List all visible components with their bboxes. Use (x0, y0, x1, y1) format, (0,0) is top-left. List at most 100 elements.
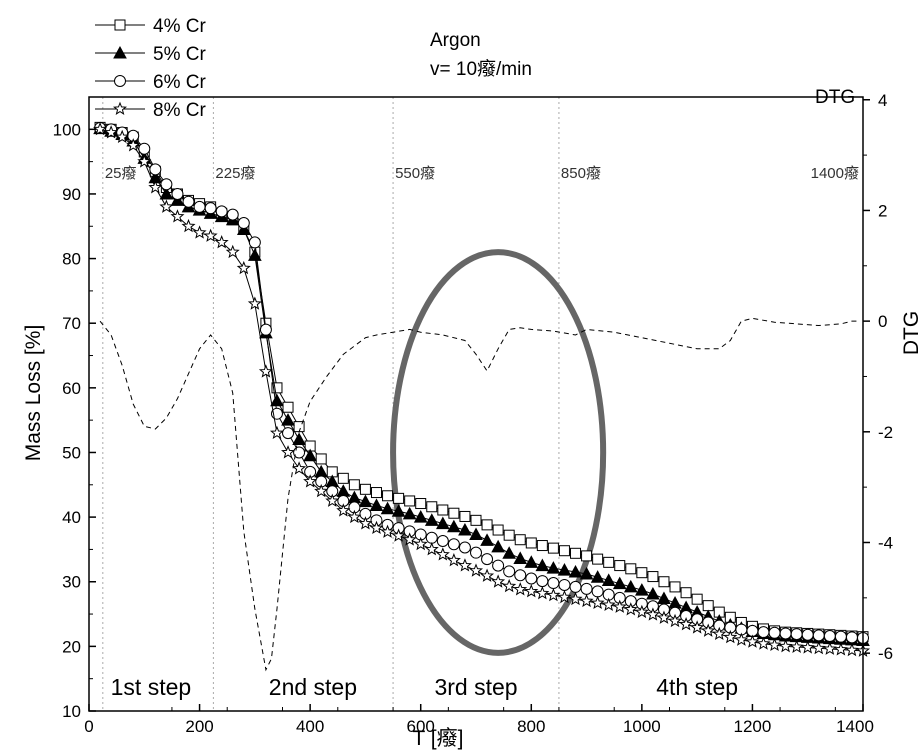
data-point (789, 639, 804, 653)
data-point (547, 542, 559, 554)
data-point (745, 634, 760, 648)
data-point (282, 401, 294, 413)
data-point (547, 577, 560, 590)
data-point (425, 531, 438, 544)
legend: 4% Cr 5% Cr 6% Cr 8% Cr (95, 16, 206, 121)
data-point (248, 248, 262, 261)
legend-label: 5% Cr (153, 44, 206, 65)
y2-tick-label: -6 (878, 644, 893, 663)
data-point (303, 448, 317, 462)
data-point (236, 260, 251, 275)
data-point (369, 498, 384, 511)
y-tick-label: 70 (62, 314, 81, 333)
x-tick-label: 1000 (623, 717, 661, 736)
data-point (382, 490, 394, 502)
data-point (503, 565, 516, 578)
data-point (645, 607, 660, 621)
series-dtg (99, 317, 861, 672)
data-point (204, 202, 217, 215)
data-point (492, 524, 504, 536)
data-point (657, 591, 671, 605)
data-point (113, 45, 127, 59)
data-point (114, 75, 126, 87)
data-point (646, 586, 660, 600)
data-point (558, 545, 570, 557)
legend-label: 8% Cr (153, 100, 206, 121)
x-tick-label: 1200 (734, 717, 772, 736)
y2-tick-label: 4 (878, 91, 887, 110)
data-point (581, 550, 593, 562)
region-temperature-label: 225癈 (215, 164, 255, 182)
x-axis-title: T [癈] (413, 727, 464, 750)
data-point (690, 620, 705, 634)
data-point (844, 642, 859, 657)
y-tick-label: 80 (62, 250, 81, 269)
data-point (656, 610, 671, 624)
tick-labels: 0 200 400 600 800 1000 1200 1400102030405060708… (53, 91, 894, 736)
data-point (258, 364, 273, 378)
data-point (292, 432, 306, 446)
x-tick-label: 200 (185, 717, 213, 736)
data-point (404, 495, 416, 507)
data-point (458, 522, 472, 536)
data-point (192, 225, 207, 239)
data-point (247, 296, 262, 310)
y-tick-label: 100 (53, 120, 81, 139)
data-point (114, 19, 126, 31)
data-point (270, 393, 284, 407)
data-point (93, 121, 108, 136)
data-point (502, 546, 517, 559)
data-point (591, 585, 604, 598)
data-point (491, 539, 505, 553)
data-point (447, 538, 460, 551)
data-point (435, 547, 450, 561)
step-label: 4th step (656, 674, 738, 700)
data-point (767, 637, 782, 652)
data-point (380, 501, 395, 515)
data-point (503, 529, 515, 541)
data-point (480, 568, 495, 582)
y-tick-label: 60 (62, 379, 81, 398)
data-point (712, 626, 727, 641)
data-point (757, 626, 770, 639)
data-point (359, 483, 371, 495)
data-point (160, 178, 173, 191)
y-tick-label: 20 (62, 637, 81, 656)
y2-tick-label: -2 (878, 423, 893, 442)
data-point (790, 628, 803, 641)
data-point (138, 142, 151, 155)
data-point (337, 472, 349, 484)
data-point (214, 235, 229, 249)
data-point (457, 558, 472, 572)
y2-tick-label: -4 (878, 533, 893, 552)
data-point (834, 630, 847, 643)
data-point (535, 558, 550, 572)
data-point (822, 641, 837, 655)
data-point (393, 492, 405, 504)
data-point (203, 228, 218, 242)
data-point (612, 599, 627, 613)
data-point (481, 519, 493, 531)
y-tick-label: 90 (62, 185, 81, 204)
data-point (668, 613, 683, 628)
y-tick-label: 30 (62, 573, 81, 592)
x-tick-label: 1400 (836, 717, 874, 736)
data-point (215, 205, 228, 218)
data-point (437, 504, 449, 516)
data-point (525, 572, 538, 585)
gas-annotation: Argon (430, 30, 481, 51)
data-point (159, 186, 174, 200)
data-point (413, 536, 428, 551)
legend-entry: 5% Cr (95, 44, 206, 65)
data-point (325, 493, 340, 507)
series-layer (93, 121, 871, 672)
data-point (402, 532, 417, 546)
data-point (181, 218, 196, 233)
data-point (182, 195, 195, 208)
data-point (524, 555, 539, 568)
data-point (480, 533, 494, 546)
series-4-cr (94, 121, 869, 643)
data-point (413, 510, 428, 523)
data-point (546, 587, 561, 602)
